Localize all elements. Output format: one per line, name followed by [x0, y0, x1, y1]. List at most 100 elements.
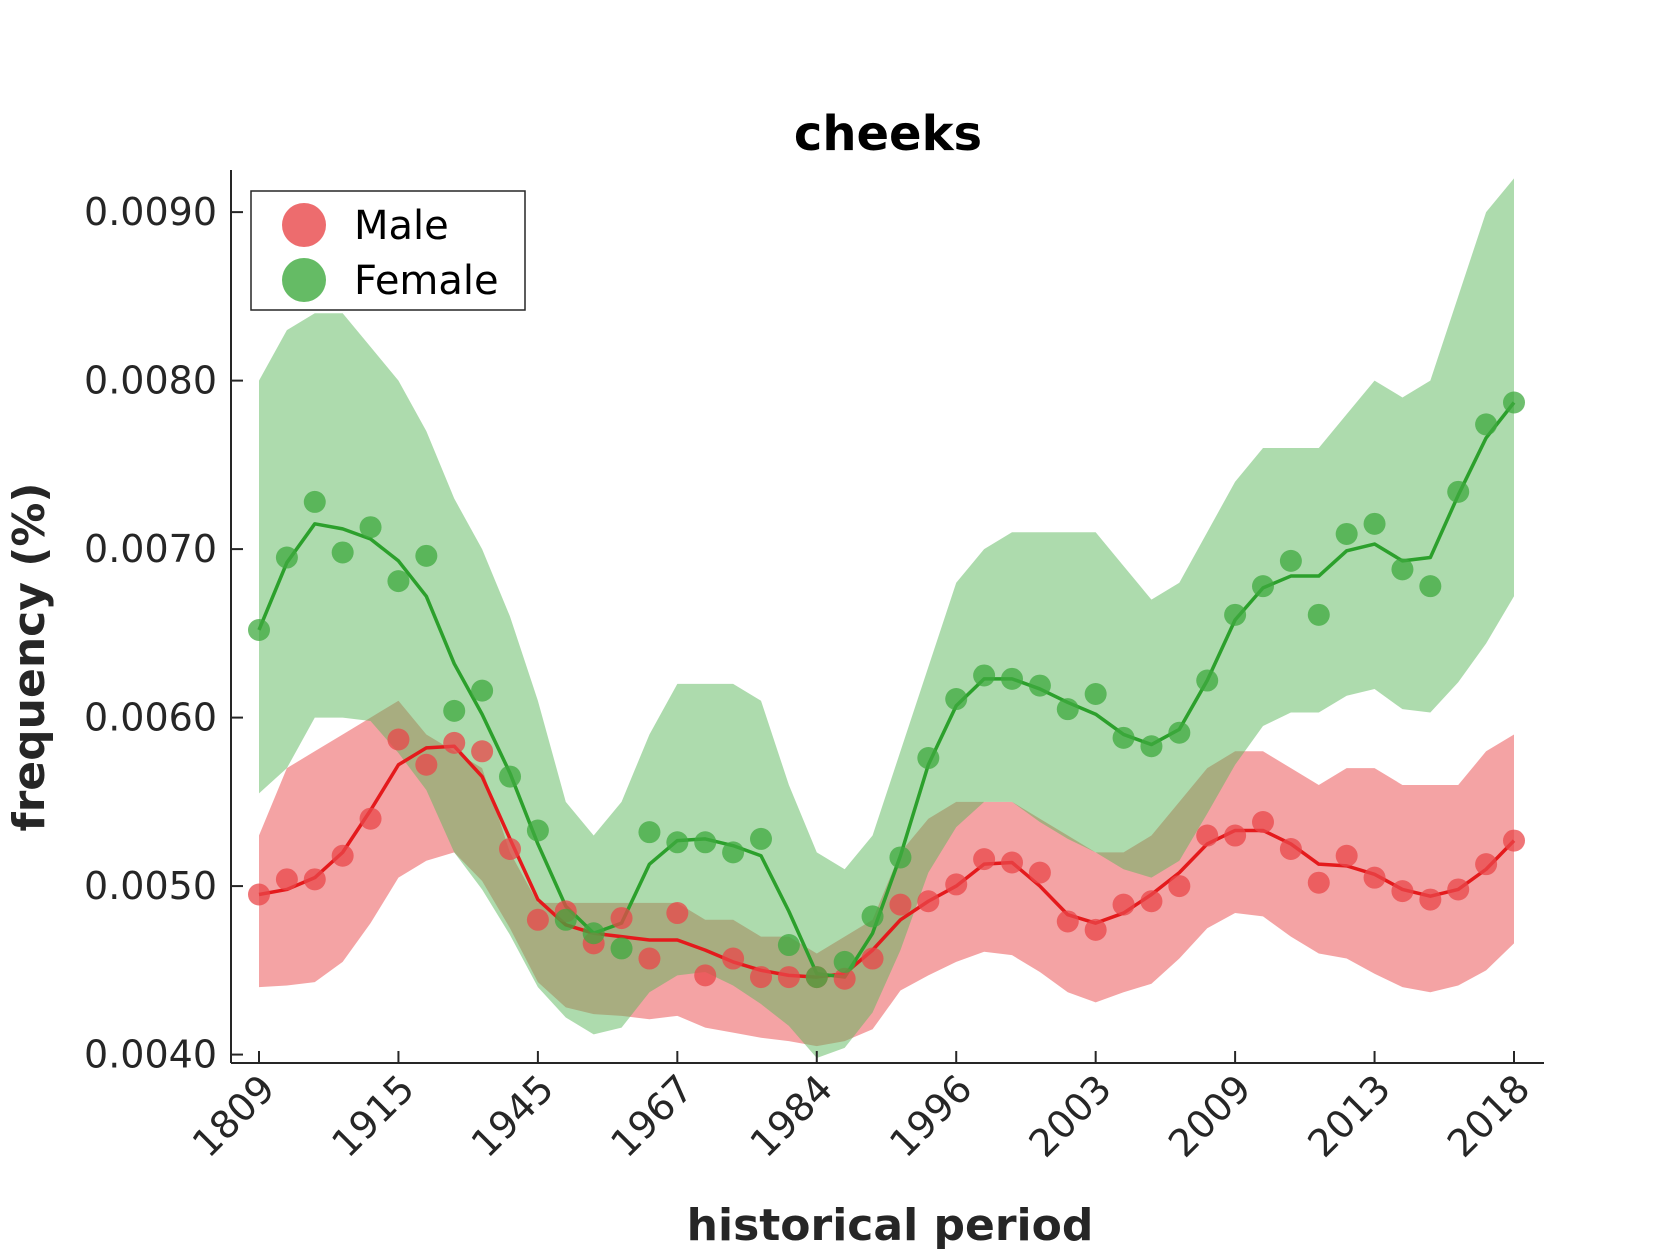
point-female [694, 831, 717, 854]
x-axis-label: historical period [687, 1200, 1094, 1251]
point-female [722, 841, 745, 864]
point-female [1252, 575, 1274, 598]
point-male [1140, 890, 1163, 913]
point-male [1307, 871, 1330, 894]
point-female [750, 827, 772, 850]
point-male [331, 844, 354, 867]
y-tick-label: 0.0080 [84, 359, 217, 403]
point-female [359, 516, 382, 539]
point-male [722, 947, 745, 970]
point-male [945, 873, 968, 896]
point-male [1363, 866, 1386, 889]
point-female [973, 664, 996, 687]
point-female [1084, 683, 1107, 706]
point-male [777, 966, 800, 989]
point-male [1252, 811, 1274, 834]
legend-label-female: Female [354, 258, 499, 304]
point-male [1224, 824, 1247, 847]
point-male [917, 890, 940, 913]
point-male [1112, 893, 1135, 916]
point-female [805, 966, 828, 989]
point-female [248, 618, 270, 641]
point-female [1001, 667, 1023, 690]
point-male [303, 868, 326, 891]
point-male [1279, 838, 1302, 861]
point-female [777, 934, 800, 957]
point-female [610, 937, 633, 960]
point-female [471, 679, 494, 702]
point-male [750, 966, 772, 989]
legend: Male Female [250, 190, 526, 311]
point-female [889, 846, 912, 869]
point-female [1335, 522, 1358, 545]
point-female [387, 570, 410, 593]
point-female [638, 821, 661, 844]
point-male [694, 964, 717, 987]
point-male [610, 907, 633, 930]
point-female [526, 819, 549, 842]
point-male [1419, 888, 1442, 911]
point-male [1056, 910, 1079, 933]
point-male [275, 868, 298, 891]
point-female [1419, 575, 1442, 598]
point-female [1475, 413, 1498, 436]
point-female [1363, 512, 1386, 535]
point-male [415, 753, 438, 776]
x-tick-label: 1915 [323, 1066, 423, 1166]
point-male [973, 848, 996, 871]
point-male [1447, 878, 1470, 901]
legend-marker-male [282, 203, 326, 247]
line-male [258, 744, 1516, 979]
y-tick-label: 0.0040 [84, 1033, 217, 1077]
point-female [1391, 558, 1414, 581]
point-female [1224, 603, 1247, 626]
point-female [917, 747, 940, 770]
x-tick-label: 1945 [463, 1066, 563, 1166]
point-male [1335, 844, 1358, 867]
legend-label-male: Male [354, 203, 449, 249]
point-female [303, 490, 326, 513]
point-male [499, 838, 521, 861]
band-female [259, 178, 1514, 1058]
point-female [1056, 698, 1079, 721]
y-tick-label: 0.0050 [84, 864, 217, 908]
point-female [833, 950, 856, 973]
point-male [248, 883, 270, 906]
point-female [666, 831, 689, 854]
chart-title: cheeks [794, 106, 982, 162]
point-male [1475, 853, 1498, 876]
point-male [833, 967, 856, 990]
point-female [275, 546, 298, 569]
x-tick-label: 2018 [1439, 1066, 1539, 1166]
x-tick-label: 2009 [1160, 1066, 1260, 1166]
point-male [1028, 861, 1051, 884]
point-female [1168, 721, 1191, 744]
y-tick-label: 0.0060 [84, 696, 217, 740]
point-male [1391, 880, 1414, 903]
point-female [1503, 391, 1525, 414]
y-axis-label: frequency (%) [4, 482, 55, 831]
point-male [359, 807, 382, 830]
point-male [1168, 875, 1191, 898]
y-tick-label: 0.0070 [84, 527, 217, 571]
point-male [1503, 829, 1525, 852]
point-female [443, 699, 466, 722]
point-female [1196, 669, 1219, 692]
point-female [861, 905, 884, 928]
point-female [1279, 549, 1302, 572]
point-female [554, 908, 577, 931]
x-tick-label: 1996 [881, 1066, 981, 1166]
point-male [638, 947, 661, 970]
point-female [582, 922, 605, 945]
point-male [1084, 918, 1107, 941]
point-male [1196, 824, 1219, 847]
point-male [666, 902, 689, 925]
plot-area [248, 178, 1525, 1058]
point-female [1307, 603, 1330, 626]
line-female [257, 401, 1516, 979]
x-tick-label: 1984 [742, 1066, 842, 1166]
point-female [1447, 480, 1470, 503]
x-tick-label: 2003 [1021, 1066, 1121, 1166]
point-male [889, 893, 912, 916]
